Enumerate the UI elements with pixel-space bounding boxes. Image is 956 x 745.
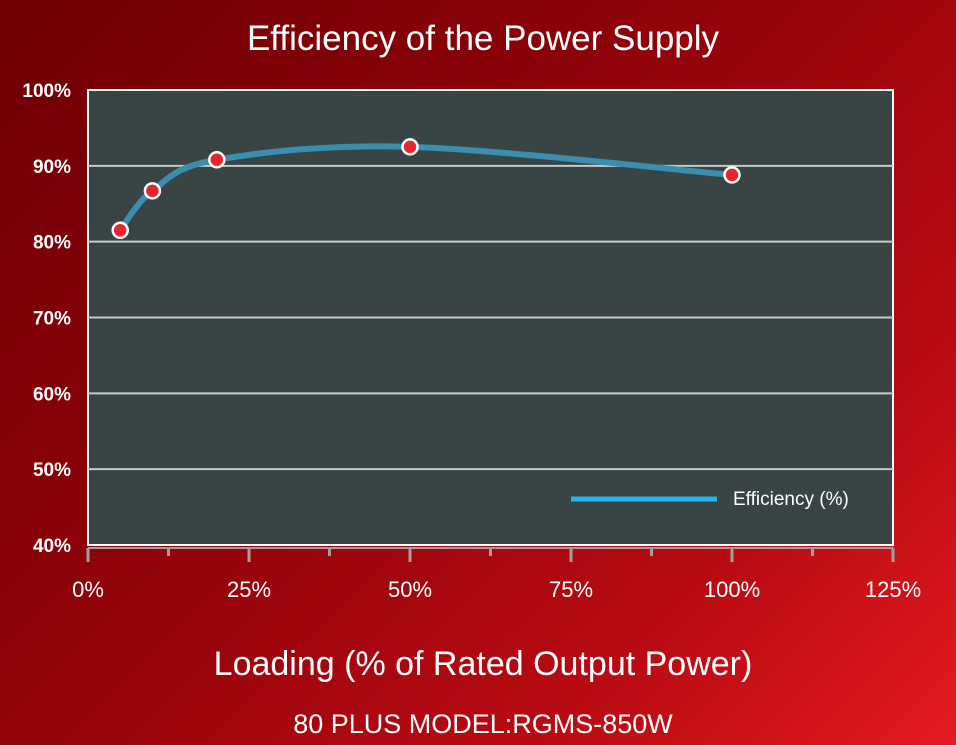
chart-title: Efficiency of the Power Supply (247, 19, 720, 58)
y-tick-label: 60% (33, 384, 71, 405)
y-tick-label: 90% (33, 157, 71, 178)
y-tick-label: 40% (33, 536, 71, 557)
y-tick-label: 100% (22, 81, 71, 102)
legend: Efficiency (%) (571, 489, 849, 510)
x-tick-label: 125% (865, 577, 921, 602)
x-tick-label: 25% (227, 577, 271, 602)
x-tick-label: 50% (388, 577, 432, 602)
x-tick-label: 75% (549, 577, 593, 602)
data-point (143, 182, 162, 200)
series (111, 138, 741, 240)
y-tick-label: 80% (33, 233, 71, 254)
x-axis-title: Loading (% of Rated Output Power) (214, 645, 753, 683)
x-tick-label: 100% (704, 577, 760, 602)
legend-label: Efficiency (%) (733, 489, 849, 510)
model-label: 80 PLUS MODEL:RGMS-850W (293, 709, 673, 739)
y-tick-label: 50% (33, 460, 71, 481)
data-point (111, 221, 129, 240)
data-point (723, 166, 741, 184)
x-axis: 0% 25% 50% 75% 100% 125% (72, 547, 921, 602)
data-point (208, 151, 226, 169)
x-tick-label: 0% (72, 577, 104, 602)
data-point (401, 138, 419, 156)
y-tick-label: 70% (33, 309, 71, 330)
y-axis: 40% 50% 60% 70% 80% 90% 100% (22, 81, 71, 557)
